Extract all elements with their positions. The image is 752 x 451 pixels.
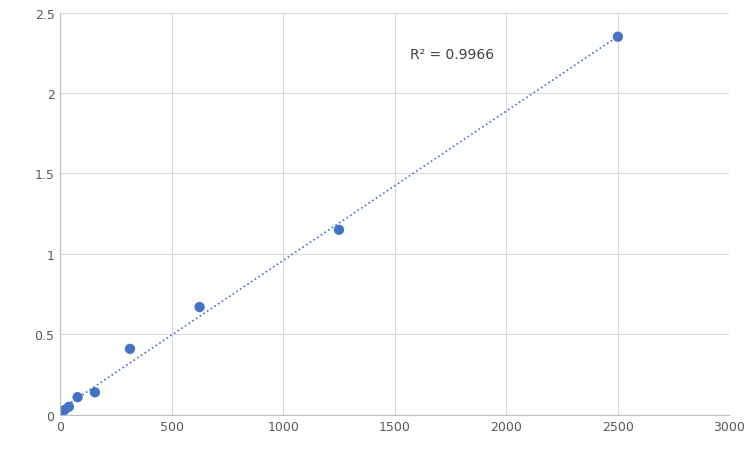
Point [193, 304, 205, 311]
Point [124, 345, 136, 353]
Point [333, 227, 345, 234]
Point [54, 411, 66, 419]
Point [89, 389, 101, 396]
Point [71, 394, 83, 401]
Point [63, 403, 75, 410]
Point [612, 34, 624, 41]
Point [59, 406, 71, 414]
Text: R² = 0.9966: R² = 0.9966 [411, 48, 495, 62]
